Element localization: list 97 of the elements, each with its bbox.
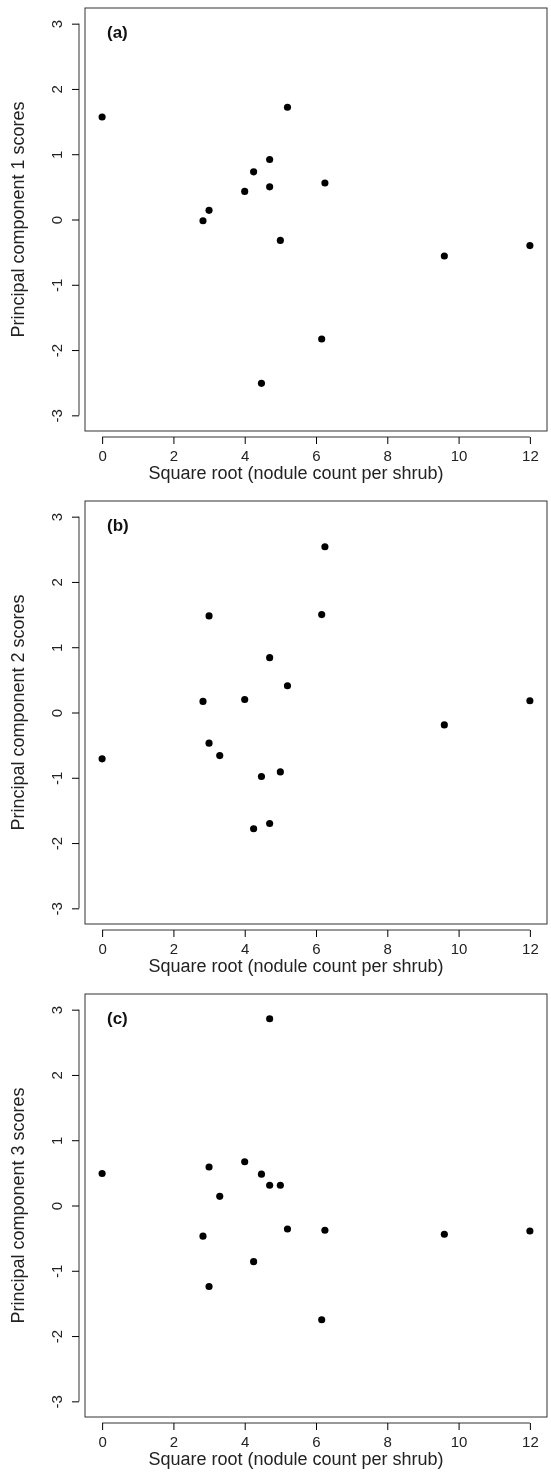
point <box>241 187 249 195</box>
point <box>266 654 274 662</box>
y-tick-label: 1 <box>48 150 65 159</box>
y-tick-label: 3 <box>48 512 65 522</box>
point <box>241 1158 249 1166</box>
point <box>205 1282 213 1291</box>
point <box>318 611 326 619</box>
y-tick-label: 2 <box>48 1071 65 1080</box>
y-tick-label: -2 <box>48 836 65 851</box>
point <box>216 1192 224 1200</box>
y-tick-label: 2 <box>48 85 65 94</box>
point <box>321 179 329 187</box>
point <box>241 695 249 704</box>
y-tick-label: 0 <box>48 708 65 718</box>
y-axis-title: Principal component 2 scores <box>8 594 28 831</box>
y-tick-label: 1 <box>48 1136 65 1145</box>
point <box>318 335 326 343</box>
x-tick-label: 12 <box>522 446 539 464</box>
x-tick-label: 0 <box>98 1432 107 1450</box>
x-tick-label: 8 <box>383 939 392 957</box>
point <box>199 697 207 705</box>
point <box>321 1226 329 1234</box>
point <box>318 1316 326 1324</box>
x-tick-label: 8 <box>383 1432 392 1450</box>
point <box>276 236 284 244</box>
point <box>266 1181 274 1189</box>
y-tick-label: 3 <box>48 1005 65 1015</box>
annotation: (b) <box>107 516 129 535</box>
x-tick-label: 4 <box>241 939 250 957</box>
point <box>250 1258 258 1266</box>
y-tick-label: 3 <box>48 19 65 29</box>
y-tick-label: 0 <box>48 1201 65 1211</box>
x-tick-label: 2 <box>169 939 179 957</box>
point <box>250 168 258 176</box>
y-tick-label: -2 <box>48 1329 65 1344</box>
x-tick-label: 10 <box>450 1432 468 1450</box>
y-tick-label: -1 <box>48 771 65 785</box>
x-tick-label: 6 <box>312 446 321 464</box>
y-tick-label: -2 <box>48 343 65 358</box>
point <box>199 1232 207 1240</box>
x-tick-label: 4 <box>241 1432 250 1450</box>
point <box>283 103 292 111</box>
point <box>266 1015 274 1023</box>
point <box>440 252 448 260</box>
point <box>257 379 266 387</box>
point <box>266 155 274 164</box>
point <box>205 206 213 214</box>
point <box>526 697 534 705</box>
point <box>199 217 207 225</box>
point <box>276 768 284 776</box>
y-tick-label: 2 <box>48 578 65 587</box>
point <box>257 1170 266 1178</box>
y-axis-title: Principal component 3 scores <box>8 1087 28 1324</box>
x-axis-title: Square root (nodule count per shrub) <box>148 956 444 976</box>
point <box>257 772 266 781</box>
x-tick-label: 8 <box>383 446 392 464</box>
point <box>276 1181 284 1189</box>
point <box>205 739 213 747</box>
point <box>98 1169 106 1178</box>
annotation: (c) <box>107 1009 128 1028</box>
point <box>440 721 448 729</box>
point <box>440 1230 448 1238</box>
y-tick-label: -1 <box>48 1264 65 1278</box>
point <box>266 183 274 191</box>
x-tick-label: 6 <box>312 939 321 957</box>
point <box>98 113 106 121</box>
point <box>98 755 106 763</box>
point <box>266 819 274 828</box>
y-tick-label: -3 <box>48 902 65 916</box>
x-tick-label: 0 <box>98 939 107 957</box>
x-tick-label: 2 <box>169 1432 179 1450</box>
point <box>321 543 329 551</box>
y-tick-label: -3 <box>48 1395 65 1409</box>
annotation: (a) <box>107 23 128 42</box>
point <box>526 242 534 250</box>
x-tick-label: 0 <box>98 446 107 464</box>
x-tick-label: 6 <box>312 1432 321 1450</box>
point <box>526 1227 534 1235</box>
point <box>283 1225 292 1233</box>
x-axis-title: Square root (nodule count per shrub) <box>148 1449 444 1469</box>
x-tick-label: 10 <box>450 446 468 464</box>
point <box>205 612 213 620</box>
y-tick-label: 0 <box>48 215 65 225</box>
y-axis-title: Principal component 1 scores <box>8 101 28 338</box>
point <box>216 752 224 760</box>
x-tick-label: 12 <box>522 939 539 957</box>
y-tick-label: -1 <box>48 278 65 292</box>
point <box>283 682 292 690</box>
point <box>205 1163 213 1171</box>
y-tick-label: 1 <box>48 643 65 652</box>
x-tick-label: 10 <box>450 939 468 957</box>
x-tick-label: 2 <box>169 446 179 464</box>
x-tick-label: 12 <box>522 1432 539 1450</box>
x-tick-label: 4 <box>241 446 250 464</box>
point <box>250 825 258 833</box>
x-axis-title: Square root (nodule count per shrub) <box>148 463 444 483</box>
y-tick-label: -3 <box>48 409 65 423</box>
